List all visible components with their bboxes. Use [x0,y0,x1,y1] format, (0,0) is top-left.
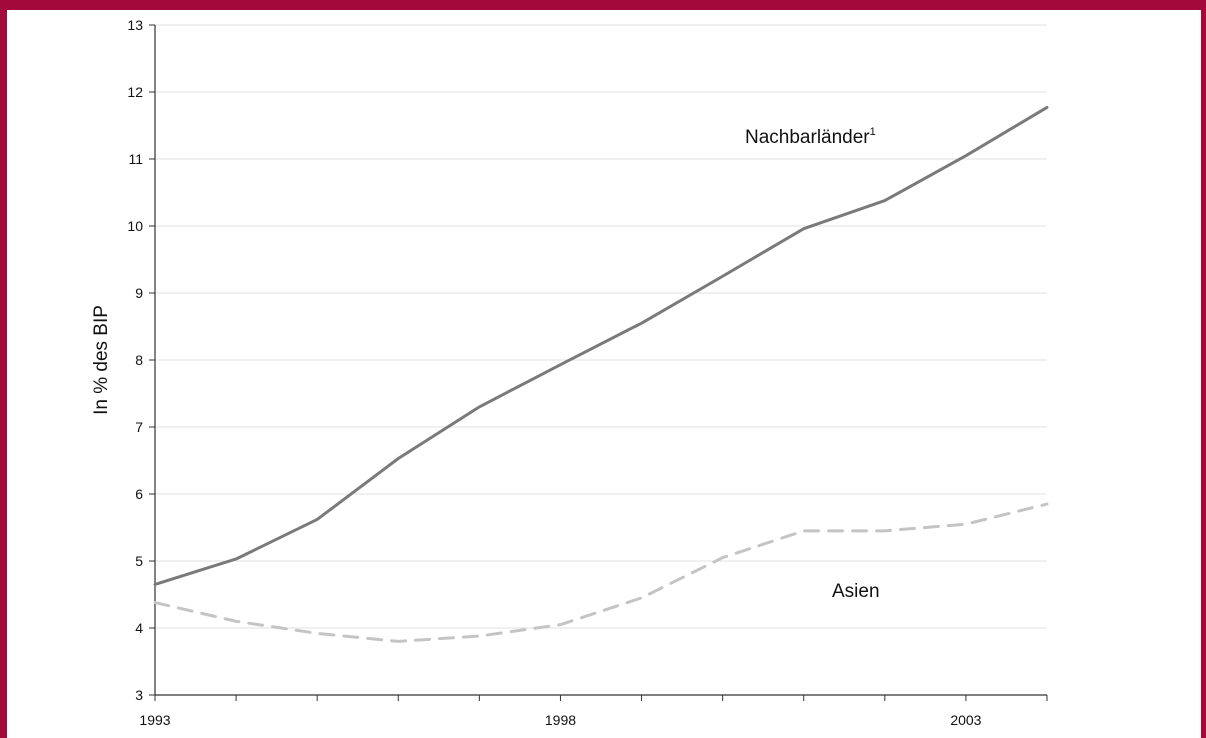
gridlines [155,24,1047,629]
axes [149,24,1048,701]
x-tick-label: 1993 [139,712,170,728]
y-tick-label: 5 [135,553,143,569]
frame-top-bar [0,0,1206,10]
x-tick-label: 1998 [545,712,576,728]
y-tick-label: 3 [135,687,143,703]
series-lines [153,105,1049,643]
frame-right-bar [1201,0,1206,738]
series-label-nachbarlaender-text: Nachbarländer [745,127,870,148]
y-axis-label: In % des BIP [91,305,112,415]
y-tick-label: 6 [135,486,143,502]
footnote-marker: 1 [870,126,876,138]
y-tick-label: 4 [135,620,143,636]
y-tick-label: 11 [128,151,143,167]
series-line-nachbarlaender [153,105,1049,586]
x-tick-label: 2003 [950,712,981,728]
y-tick-label: 12 [127,84,143,100]
y-tick-label: 13 [127,17,143,33]
y-tick-label: 9 [135,285,143,301]
series-label-asien: Asien [832,581,880,602]
series-line-asien [153,502,1049,643]
frame-left-bar [0,0,7,738]
series-label-nachbarlaender: Nachbarländer1 [745,126,876,148]
y-tick-label: 8 [135,352,143,368]
x-tick-labels: 1993 1998 2003 [139,712,981,728]
y-tick-label: 10 [127,218,143,234]
y-tick-labels: 3 4 5 6 7 8 9 10 11 12 13 [127,17,143,703]
y-tick-label: 7 [135,419,143,435]
